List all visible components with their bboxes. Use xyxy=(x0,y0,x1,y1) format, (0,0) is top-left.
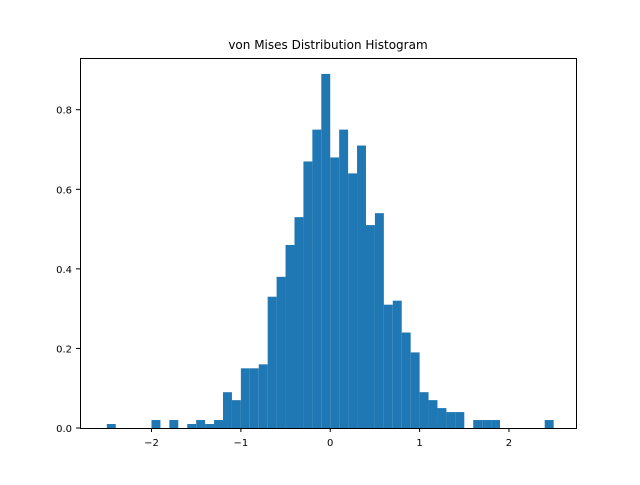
histogram-bar-32 xyxy=(446,412,456,428)
histogram-bar-28 xyxy=(410,352,420,428)
x-tick-label: −1 xyxy=(233,438,248,449)
histogram-bar-35 xyxy=(482,420,492,428)
histogram-bar-4 xyxy=(196,420,206,428)
y-tick-label: 0.8 xyxy=(56,106,72,117)
histogram-bar-18 xyxy=(321,73,331,429)
histogram-bar-13 xyxy=(276,276,286,428)
histogram-bar-23 xyxy=(365,225,375,428)
histogram-bar-3 xyxy=(187,424,197,428)
histogram-bar-22 xyxy=(357,145,366,428)
histogram-bar-26 xyxy=(392,300,402,428)
histogram-bar-0 xyxy=(106,424,116,428)
histogram-bar-30 xyxy=(428,400,438,428)
histogram-bar-27 xyxy=(401,332,411,428)
histogram-bar-10 xyxy=(249,368,259,428)
y-tick-label: 0.6 xyxy=(56,185,72,196)
y-tick-label: 0.2 xyxy=(56,344,72,355)
histogram-bar-17 xyxy=(312,129,322,428)
histogram-bar-31 xyxy=(437,408,447,428)
histogram-bar-5 xyxy=(205,424,215,428)
histogram-bar-16 xyxy=(303,161,313,428)
histogram-bar-12 xyxy=(267,296,277,428)
x-tick-label: −2 xyxy=(144,438,159,449)
histogram-bars xyxy=(106,73,554,429)
histogram-bar-21 xyxy=(348,173,358,428)
histogram-bar-7 xyxy=(222,392,232,428)
y-tick-label: 0.0 xyxy=(56,424,72,435)
histogram-bar-8 xyxy=(231,400,241,428)
x-tick-label: 2 xyxy=(506,438,512,449)
histogram-bar-6 xyxy=(214,420,223,428)
y-axis-ticks: 0.0 0.2 0.4 0.6 0.8 xyxy=(56,106,80,435)
x-tick-label: 0 xyxy=(327,438,333,449)
histogram-bar-24 xyxy=(374,213,384,428)
histogram-bar-14 xyxy=(285,244,295,428)
histogram-bar-33 xyxy=(455,412,465,428)
plot-area-frame xyxy=(80,58,577,429)
histogram-bar-34 xyxy=(473,420,483,428)
x-tick-label: 1 xyxy=(416,438,422,449)
histogram-bar-19 xyxy=(330,157,340,428)
histogram-bar-25 xyxy=(383,304,393,428)
chart-title: von Mises Distribution Histogram xyxy=(228,38,427,52)
y-tick-label: 0.4 xyxy=(56,265,72,276)
histogram-bar-11 xyxy=(258,364,268,428)
histogram-bar-1 xyxy=(151,420,161,428)
histogram-bar-36 xyxy=(491,420,501,428)
histogram-bar-29 xyxy=(419,392,429,428)
histogram-bar-37 xyxy=(544,420,554,428)
histogram-bar-9 xyxy=(240,368,250,428)
histogram-bar-20 xyxy=(339,129,349,428)
histogram-bar-15 xyxy=(294,217,304,428)
histogram-bar-2 xyxy=(169,420,179,428)
x-axis-ticks: −2 −1 0 1 2 xyxy=(144,428,512,449)
